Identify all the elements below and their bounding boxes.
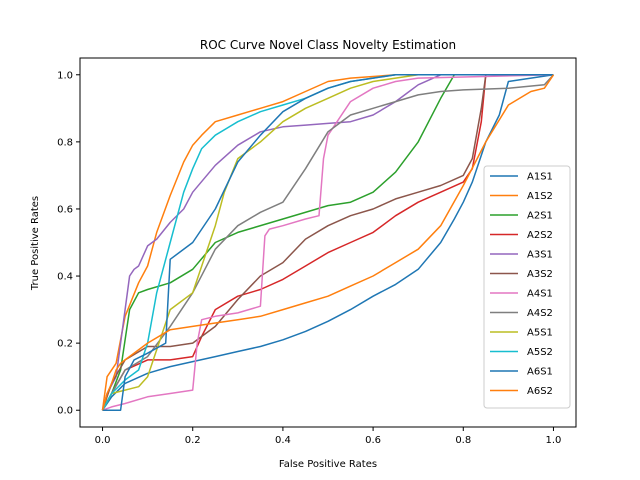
x-tick-label: 0.4 [275,435,291,446]
legend-label-a3s1: A3S1 [527,250,553,261]
legend-label-a1s1: A1S1 [527,172,553,183]
legend-label-a4s1: A4S1 [527,289,553,300]
x-tick-label: 1.0 [546,435,562,446]
legend-label-a1s2: A1S2 [527,191,553,202]
series-line-a3s1 [101,74,554,411]
y-tick-label: 0.0 [57,406,73,417]
legend-label-a2s1: A2S1 [527,211,553,222]
legend-label-a5s2: A5S2 [527,347,553,358]
series-line-a4s2 [101,74,555,411]
series-line-a2s1 [101,74,554,411]
y-axis: 0.0 0.2 0.4 0.6 0.8 1.0 [57,70,80,417]
series-line-a5s1 [101,74,554,411]
y-tick-label: 0.4 [57,272,73,283]
series-layer [101,74,555,411]
y-axis-label: True Positive Rates [30,196,41,291]
x-axis: 0.0 0.2 0.4 0.6 0.8 1.0 [95,427,562,446]
x-tick-label: 0.6 [365,435,381,446]
x-tick-label: 0.2 [185,435,201,446]
x-tick-label: 0.0 [95,435,111,446]
y-tick-label: 0.8 [57,137,73,148]
legend: A1S1 A1S2 A2S1 A2S2 A3S1 A3S2 A4S1 A4S2 A5S1 A5S2… [483,165,571,409]
legend-label-a6s2: A6S2 [527,386,553,397]
series-line-a6s2 [101,74,555,411]
legend-label-a5s1: A5S1 [527,328,553,339]
y-tick-label: 1.0 [57,70,73,81]
legend-frame [483,165,571,409]
x-axis-label: False Positive Rates [279,459,377,470]
chart-title: ROC Curve Novel Class Novelty Estimation [200,38,456,52]
legend-label-a4s2: A4S2 [527,308,553,319]
series-line-a6s1 [102,74,554,411]
series-line-a2s2 [101,74,554,411]
legend-label-a2s2: A2S2 [527,230,553,241]
legend-label-a6s1: A6S1 [527,367,553,378]
y-tick-label: 0.2 [57,339,73,350]
series-line-a1s1 [101,74,554,411]
x-tick-label: 0.8 [455,435,471,446]
plot-frame [79,57,577,428]
legend-label-a3s2: A3S2 [527,269,553,280]
y-tick-label: 0.6 [57,204,73,215]
series-line-a4s1 [102,74,554,411]
